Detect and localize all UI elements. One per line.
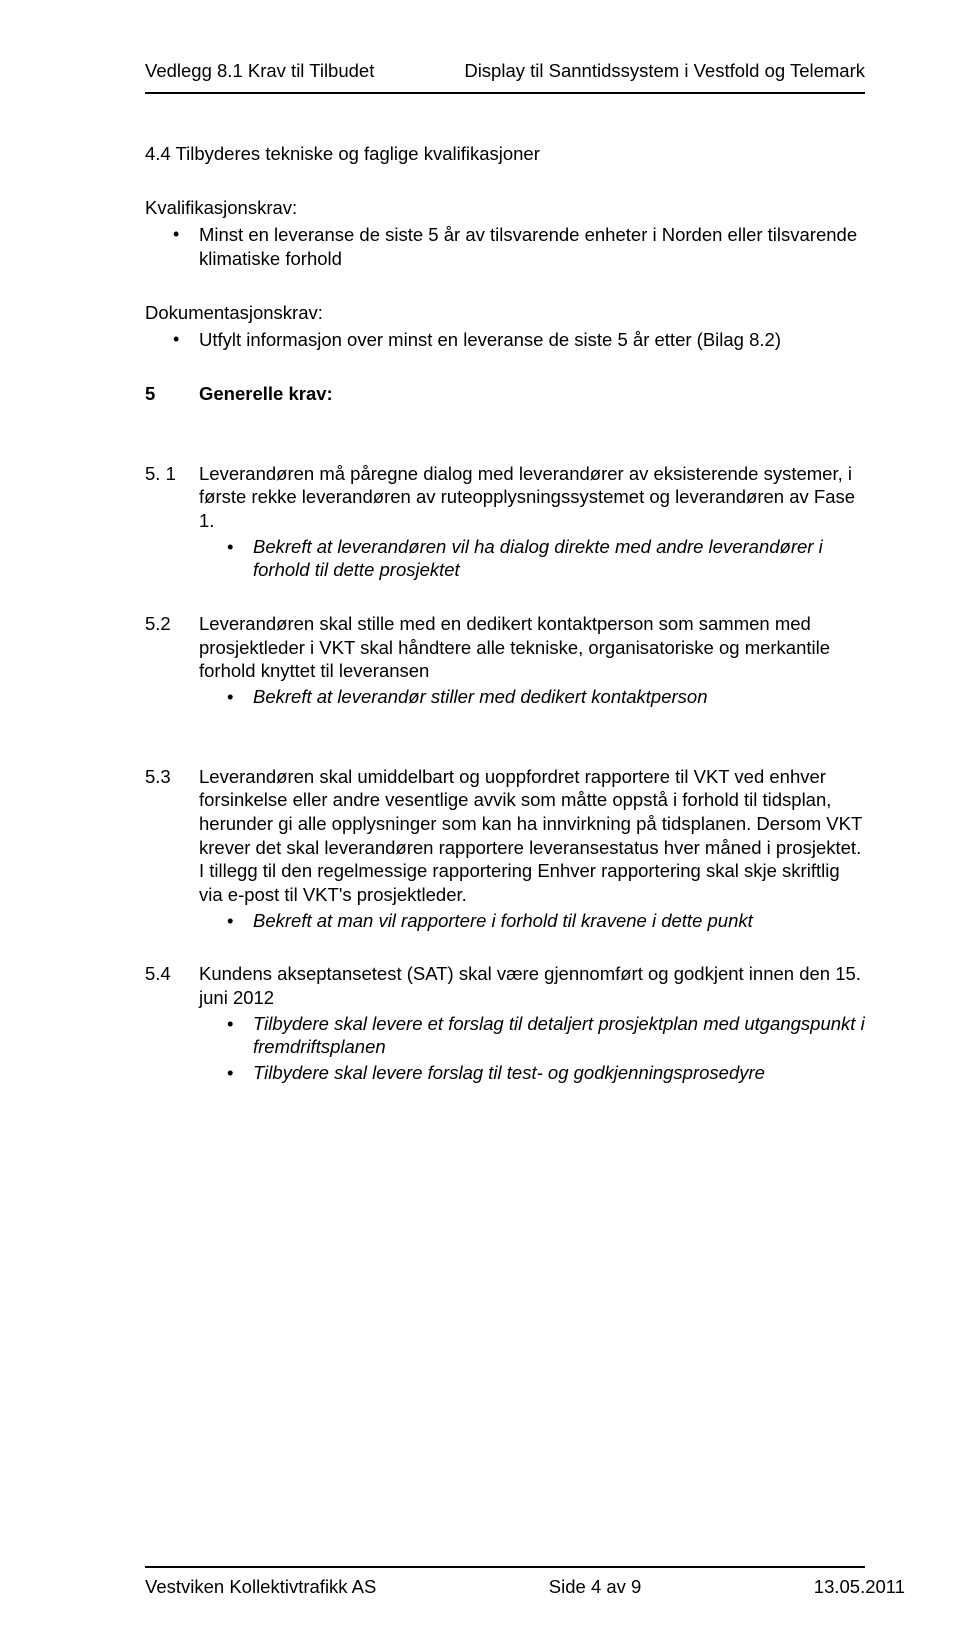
list-item: Tilbydere skal levere forslag til test- …	[253, 1061, 865, 1085]
list-item: Bekreft at leverandør stiller med dedike…	[253, 685, 865, 709]
document-body: 4.4 Tilbyderes tekniske og faglige kvali…	[145, 142, 865, 1566]
req-num: 5.2	[145, 612, 199, 683]
requirement-5-1: 5. 1 Leverandøren må påregne dialog med …	[145, 462, 865, 582]
req-text: Kundens akseptansetest (SAT) skal være g…	[199, 962, 865, 1009]
section-5-title: 5Generelle krav:	[145, 382, 865, 406]
section-5-num: 5	[145, 382, 199, 406]
qualification-label: Kvalifikasjonskrav:	[145, 196, 865, 220]
list-item: Bekreft at leverandøren vil ha dialog di…	[253, 535, 865, 582]
list-item: Tilbydere skal levere et forslag til det…	[253, 1012, 865, 1059]
footer-divider	[145, 1566, 865, 1568]
header-right: Display til Sanntidssystem i Vestfold og…	[464, 60, 865, 82]
req-num: 5.3	[145, 765, 199, 907]
section-4-4-title: 4.4 Tilbyderes tekniske og faglige kvali…	[145, 142, 865, 166]
footer-right: 13.05.2011	[814, 1576, 905, 1598]
header-left: Vedlegg 8.1 Krav til Tilbudet	[145, 60, 374, 82]
header-divider	[145, 92, 865, 94]
page-footer: Vestviken Kollektivtrafikk AS Side 4 av …	[145, 1566, 865, 1598]
requirement-5-2: 5.2 Leverandøren skal stille med en dedi…	[145, 612, 865, 709]
req-text: Leverandøren skal stille med en dedikert…	[199, 612, 865, 683]
req-num: 5. 1	[145, 462, 199, 533]
list-item: Utfylt informasjon over minst en leveran…	[199, 328, 865, 352]
req-text: Leverandøren må påregne dialog med lever…	[199, 462, 865, 533]
requirement-5-3: 5.3 Leverandøren skal umiddelbart og uop…	[145, 765, 865, 933]
requirement-5-4: 5.4 Kundens akseptansetest (SAT) skal væ…	[145, 962, 865, 1084]
list-item: Bekreft at man vil rapportere i forhold …	[253, 909, 865, 933]
section-5-label: Generelle krav:	[199, 383, 333, 404]
req-num: 5.4	[145, 962, 199, 1009]
req-text: Leverandøren skal umiddelbart og uoppfor…	[199, 765, 865, 907]
footer-center: Side 4 av 9	[549, 1576, 642, 1598]
list-item: Minst en leveranse de siste 5 år av tils…	[199, 223, 865, 270]
qualification-list: Minst en leveranse de siste 5 år av tils…	[145, 223, 865, 270]
documentation-list: Utfylt informasjon over minst en leveran…	[145, 328, 865, 352]
documentation-label: Dokumentasjonskrav:	[145, 301, 865, 325]
footer-left: Vestviken Kollektivtrafikk AS	[145, 1576, 376, 1598]
